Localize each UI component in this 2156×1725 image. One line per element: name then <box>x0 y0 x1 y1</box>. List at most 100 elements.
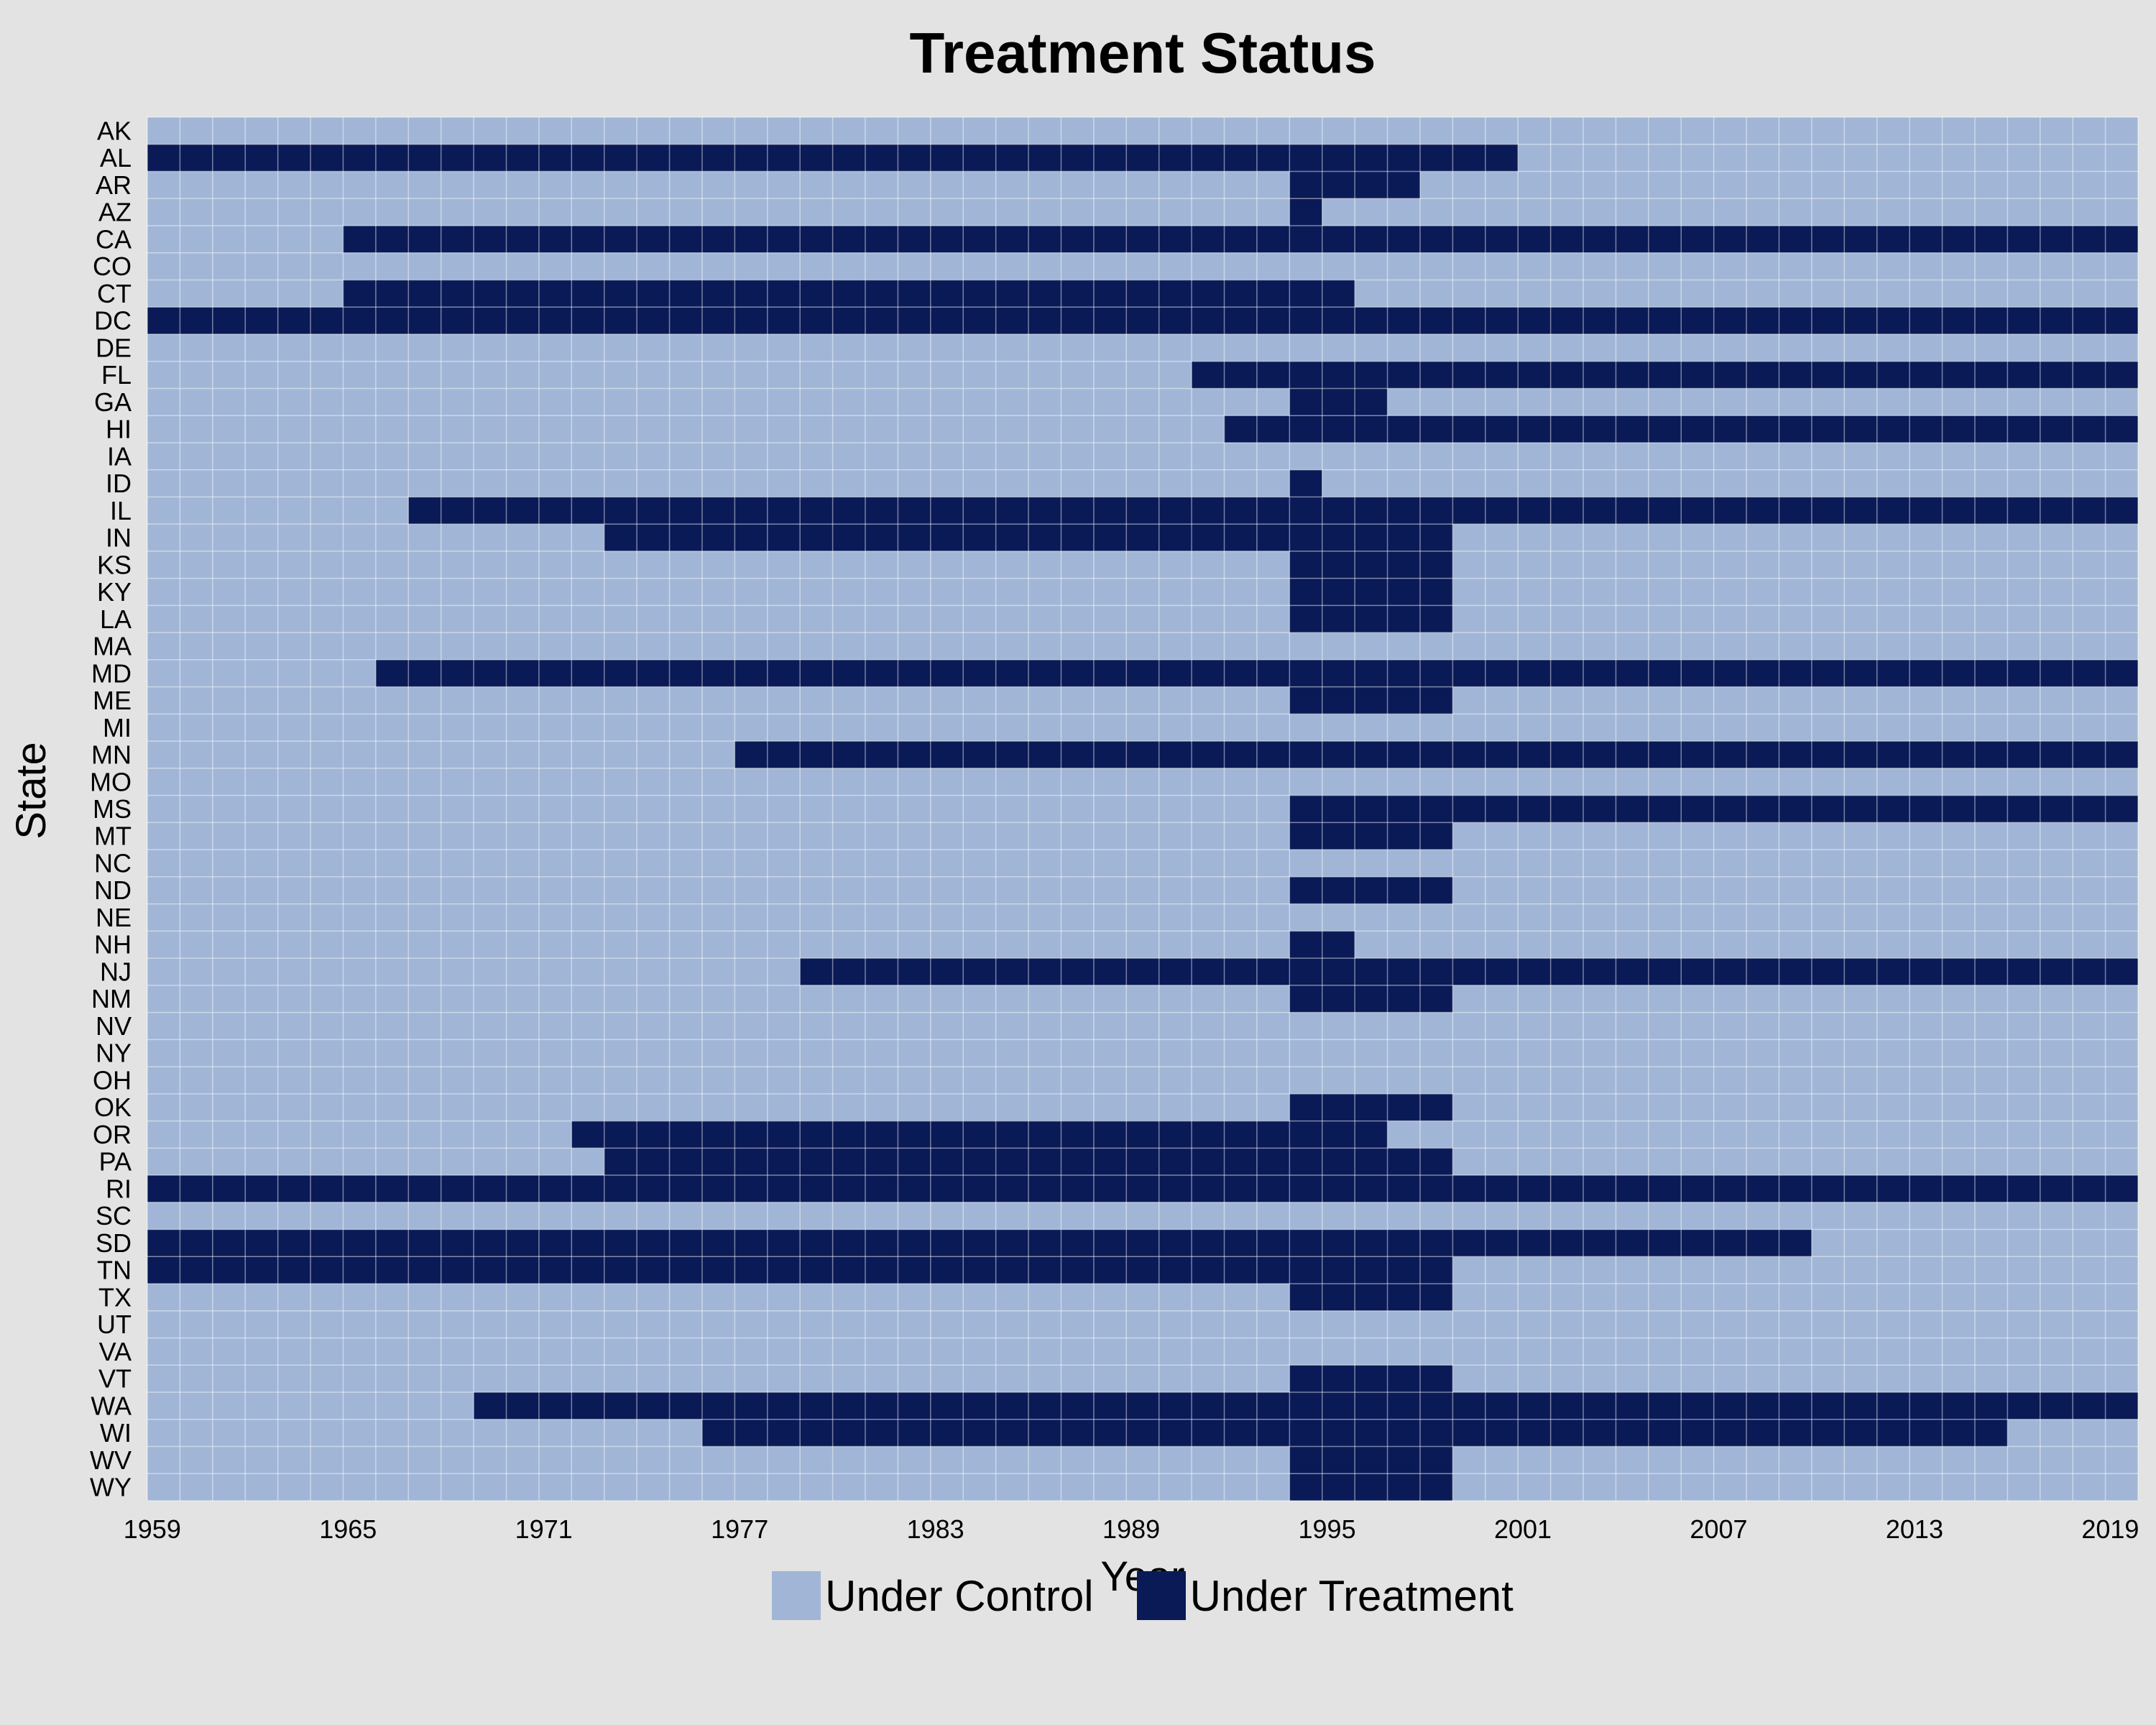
legend-item-treatment: Under Treatment <box>1136 1571 1514 1621</box>
y-tick-label-or: OR <box>93 1120 132 1149</box>
treatment-block-ca-0 <box>343 225 2139 253</box>
treatment-block-pa-0 <box>604 1148 1453 1176</box>
grid-lines <box>147 116 2139 1501</box>
treatment-block-md-0 <box>375 659 2138 687</box>
y-axis-title: State <box>8 742 55 840</box>
legend-swatch-control <box>772 1571 821 1620</box>
y-tick-label-co: CO <box>93 252 132 281</box>
treatment-block-tn-0 <box>147 1256 1453 1284</box>
y-tick-label-hi: HI <box>106 415 132 444</box>
y-tick-label-vt: VT <box>98 1364 132 1394</box>
y-tick-label-ms: MS <box>93 794 132 824</box>
y-tick-label-nv: NV <box>96 1011 132 1041</box>
y-tick-label-va: VA <box>99 1337 132 1366</box>
treatment-block-ri-0 <box>147 1175 2138 1202</box>
y-tick-label-ny: NY <box>96 1039 132 1068</box>
legend-swatch-treatment <box>1136 1571 1186 1620</box>
y-tick-label-la: LA <box>100 604 132 634</box>
y-tick-label-mo: MO <box>90 767 132 796</box>
x-tick-label-1977: 1977 <box>711 1514 768 1544</box>
y-tick-label-sc: SC <box>96 1201 132 1230</box>
treatment-block-ok-0 <box>1289 1093 1453 1121</box>
treatment-block-wv-0 <box>1289 1446 1453 1474</box>
y-tick-label-ca: CA <box>96 224 132 254</box>
y-tick-label-ma: MA <box>93 632 132 661</box>
treatment-block-me-0 <box>1289 686 1453 714</box>
heatmap-cells <box>147 117 2139 1501</box>
treatment-block-al-0 <box>147 144 1519 172</box>
treatment-block-sd-0 <box>147 1229 1812 1257</box>
treatment-block-hi-0 <box>1224 415 2138 443</box>
y-tick-label-me: ME <box>93 686 132 715</box>
x-tick-label-2007: 2007 <box>1690 1514 1747 1544</box>
treatment-block-nj-0 <box>800 958 2138 985</box>
treatment-block-az-0 <box>1289 198 1322 226</box>
treatment-block-id-0 <box>1289 469 1322 497</box>
x-tick-label-1983: 1983 <box>907 1514 964 1544</box>
y-tick-label-ct: CT <box>97 279 132 308</box>
y-tick-label-mn: MN <box>91 740 132 770</box>
treatment-block-ms-0 <box>1289 795 2138 823</box>
y-tick-label-ar: AR <box>96 170 132 200</box>
x-tick-label-2013: 2013 <box>1886 1514 1943 1544</box>
y-tick-label-dc: DC <box>94 306 132 336</box>
treatment-block-ky-0 <box>1289 578 1453 606</box>
y-tick-label-mi: MI <box>103 713 132 742</box>
treatment-block-mn-0 <box>734 741 2138 768</box>
y-tick-label-nh: NH <box>94 930 132 960</box>
x-tick-label-1971: 1971 <box>515 1514 573 1544</box>
x-tick-label-2001: 2001 <box>1494 1514 1552 1544</box>
y-tick-label-az: AZ <box>98 198 132 227</box>
chart-title: Treatment Status <box>909 21 1376 85</box>
x-tick-label-1995: 1995 <box>1299 1514 1356 1544</box>
y-tick-label-al: AL <box>100 143 132 172</box>
treatment-block-wy-0 <box>1289 1473 1453 1501</box>
y-tick-label-ak: AK <box>97 116 132 145</box>
y-tick-label-ut: UT <box>97 1310 132 1339</box>
y-tick-label-ky: KY <box>97 577 132 607</box>
y-tick-label-nm: NM <box>91 984 132 1013</box>
x-tick-label-1959: 1959 <box>124 1514 181 1544</box>
y-tick-label-il: IL <box>110 496 132 525</box>
y-tick-label-wa: WA <box>91 1391 132 1420</box>
x-tick-label-1989: 1989 <box>1102 1514 1160 1544</box>
y-tick-label-oh: OH <box>93 1065 132 1095</box>
treatment-block-vt-0 <box>1289 1365 1453 1393</box>
x-tick-label-2019: 2019 <box>2081 1514 2139 1544</box>
treatment-block-nm-0 <box>1289 985 1453 1013</box>
treatment-block-tx-0 <box>1289 1284 1453 1311</box>
treatment-block-ct-0 <box>343 280 1355 308</box>
treatment-block-mt-0 <box>1289 822 1453 850</box>
x-tick-label-1965: 1965 <box>319 1514 377 1544</box>
y-tick-label-pa: PA <box>99 1147 132 1177</box>
y-tick-label-wy: WY <box>90 1473 132 1502</box>
legend-item-control: Under Control <box>772 1571 1094 1621</box>
treatment-block-il-0 <box>408 497 2138 525</box>
y-tick-label-tn: TN <box>97 1256 132 1285</box>
y-tick-label-nj: NJ <box>100 957 132 986</box>
y-tick-label-ne: NE <box>96 903 132 932</box>
y-tick-label-nd: ND <box>94 875 132 905</box>
y-tick-label-wv: WV <box>90 1445 132 1475</box>
y-tick-label-de: DE <box>96 333 132 362</box>
treatment-block-fl-0 <box>1192 361 2138 389</box>
treatment-block-ar-0 <box>1289 171 1420 199</box>
treatment-block-nd-0 <box>1289 876 1453 904</box>
legend: Under Control Under Treatment <box>0 1567 2156 1624</box>
treatment-block-in-0 <box>604 524 1453 551</box>
treatment-block-ga-0 <box>1289 388 1388 416</box>
y-tick-label-tx: TX <box>98 1282 132 1312</box>
treatment-block-ks-0 <box>1289 551 1453 579</box>
y-tick-label-id: ID <box>106 469 132 498</box>
legend-label-control: Under Control <box>825 1571 1094 1620</box>
x-tick-labels: 1959 1965 1971 1977 1983 1989 1995 2001 2007 2013… <box>124 1514 2139 1544</box>
y-tick-label-mt: MT <box>94 822 132 851</box>
treatment-block-dc-0 <box>147 307 2138 334</box>
y-tick-label-md: MD <box>91 658 132 688</box>
y-tick-label-ga: GA <box>94 387 132 417</box>
y-tick-label-ks: KS <box>97 550 132 579</box>
y-tick-label-sd: SD <box>96 1228 132 1258</box>
y-tick-label-fl: FL <box>101 360 132 390</box>
